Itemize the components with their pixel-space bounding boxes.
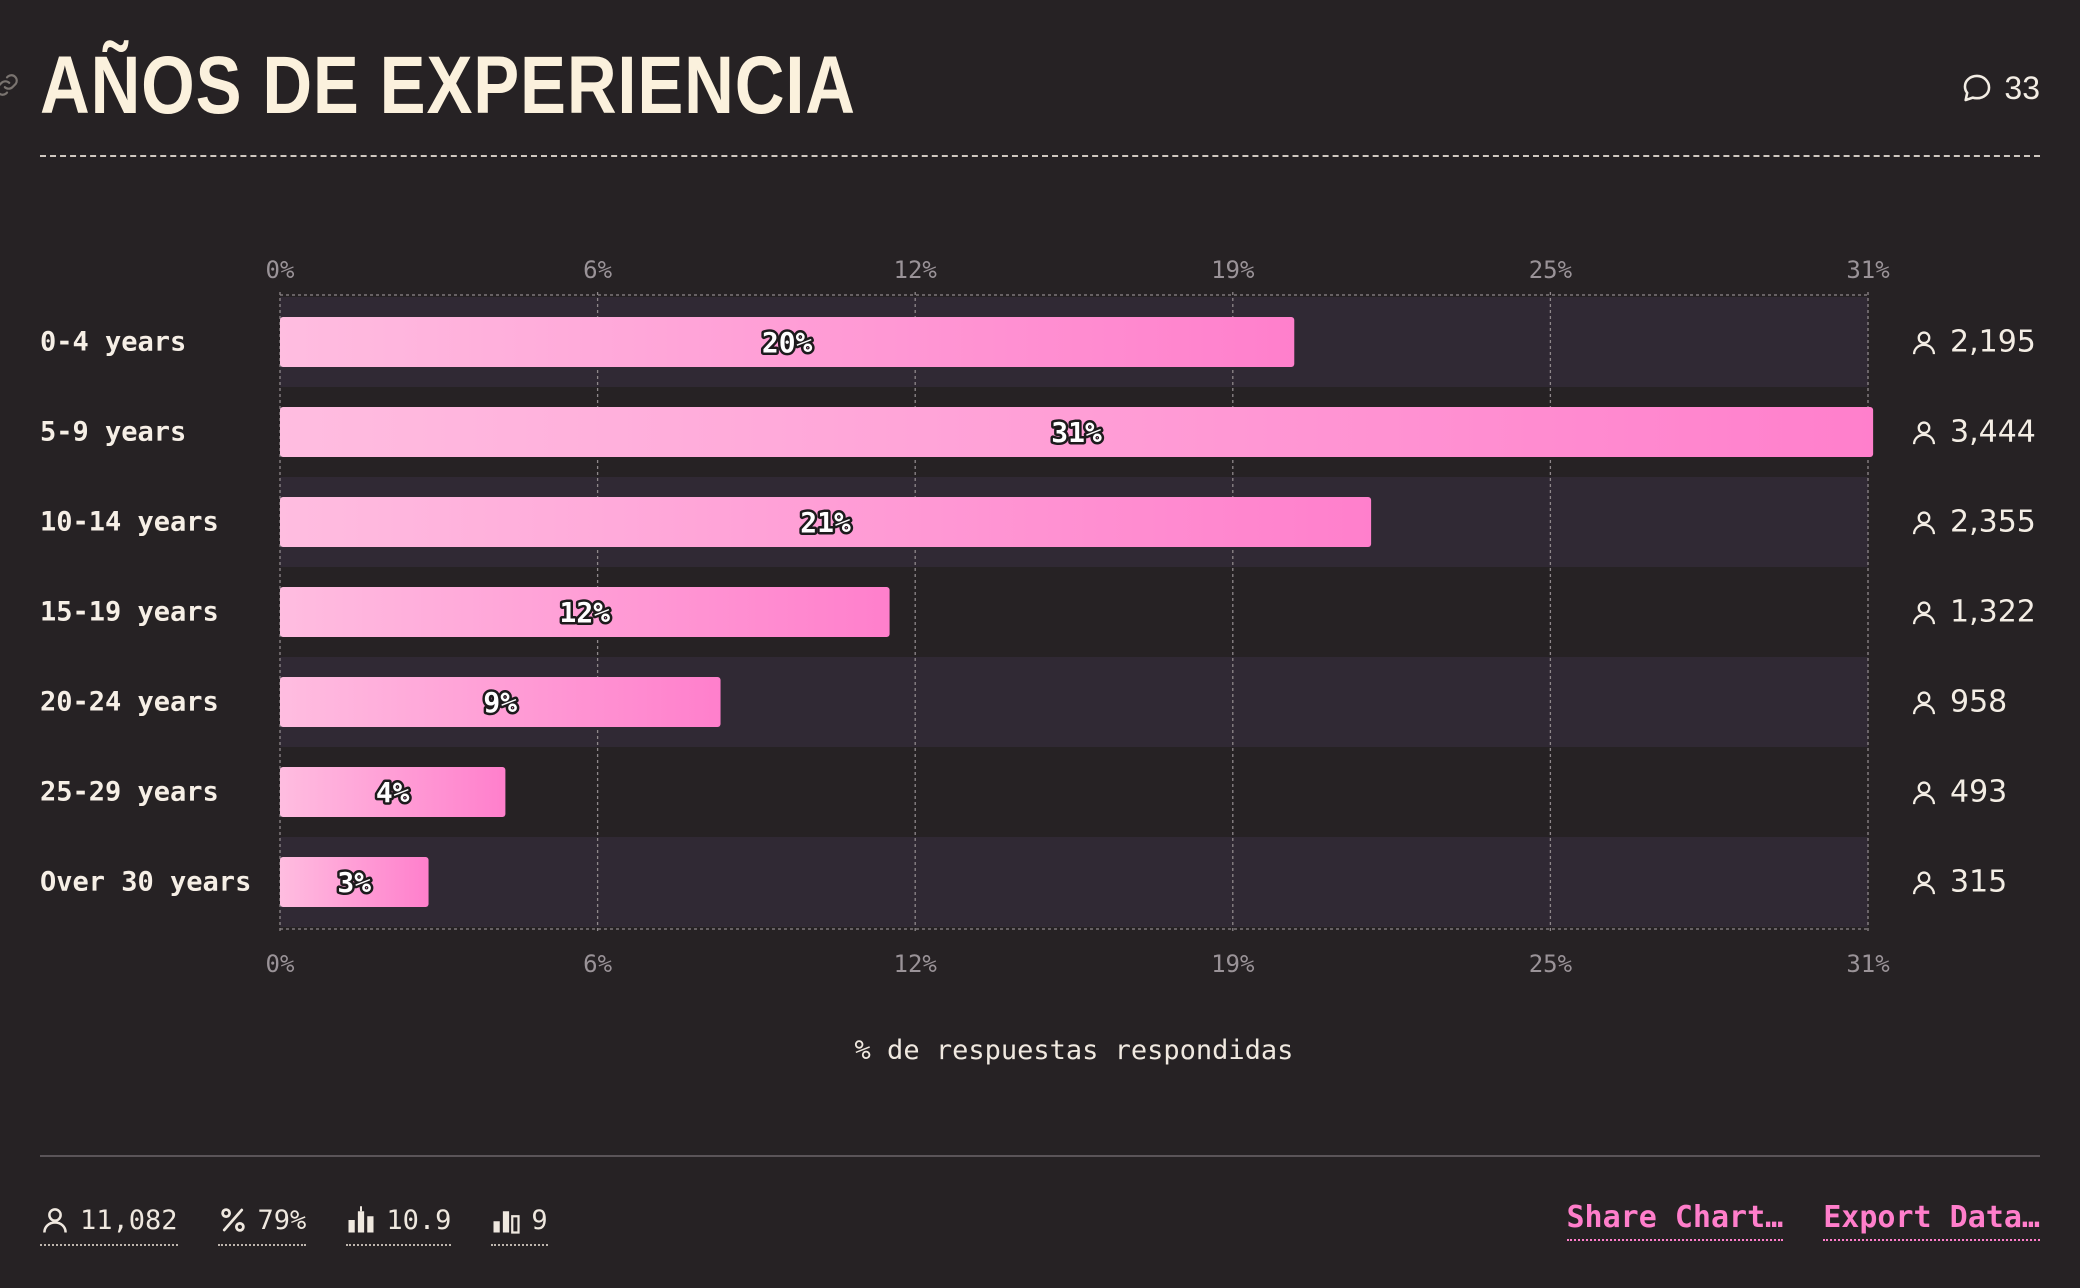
category-label: Over 30 years xyxy=(40,866,252,898)
link-icon[interactable] xyxy=(0,72,20,98)
bar-value-label: 21% xyxy=(800,506,851,539)
average-bars-icon xyxy=(348,1206,374,1233)
count-value: 958 xyxy=(1950,684,2008,720)
stat-options[interactable]: 9 xyxy=(491,1200,548,1246)
x-tick-label-bottom: 25% xyxy=(1529,950,1573,978)
bar-value-label: 4% xyxy=(376,776,410,809)
respondent-count: 493 xyxy=(1910,775,2007,810)
bar[interactable] xyxy=(280,497,1372,547)
category-label: 15-19 years xyxy=(40,596,219,628)
stat-value: 10.9 xyxy=(386,1204,452,1236)
bar-value-label: 3% xyxy=(337,866,371,899)
category-label: 0-4 years xyxy=(40,326,187,358)
x-tick-label-top: 12% xyxy=(894,256,938,284)
bar[interactable] xyxy=(280,677,721,727)
person-icon xyxy=(1912,420,1936,444)
x-tick-label-bottom: 12% xyxy=(894,950,938,978)
row-stripe xyxy=(280,837,1868,927)
title-divider xyxy=(40,155,2040,157)
stat-percent[interactable]: 79% xyxy=(217,1200,307,1246)
x-tick-label-top: 31% xyxy=(1846,256,1890,284)
x-tick-label-bottom: 19% xyxy=(1211,950,1255,978)
stat-value: 9 xyxy=(531,1204,548,1236)
category-label: 20-24 years xyxy=(40,686,219,718)
share-chart-button[interactable]: Share Chart… xyxy=(1566,1200,1784,1241)
person-icon xyxy=(1912,330,1936,354)
respondent-count: 315 xyxy=(1910,865,2007,900)
respondent-count: 1,322 xyxy=(1910,595,2036,630)
bar[interactable] xyxy=(280,407,1874,457)
comment-count: 33 xyxy=(2004,69,2040,106)
bar-value-label: 12% xyxy=(560,596,611,629)
stat-average[interactable]: 10.9 xyxy=(346,1200,452,1246)
person-icon xyxy=(43,1208,67,1233)
category-label: 10-14 years xyxy=(40,506,219,538)
person-icon xyxy=(1912,870,1936,894)
count-value: 3,444 xyxy=(1950,414,2036,450)
x-tick-label-bottom: 31% xyxy=(1846,950,1890,978)
stat-respondents[interactable]: 11,082 xyxy=(40,1200,178,1246)
bar[interactable] xyxy=(280,587,890,637)
stat-value: 11,082 xyxy=(80,1204,178,1236)
x-tick-label-top: 6% xyxy=(583,256,612,284)
respondent-count: 2,195 xyxy=(1910,325,2036,360)
bar[interactable] xyxy=(280,857,429,907)
count-value: 315 xyxy=(1950,864,2008,900)
percent-icon xyxy=(220,1208,245,1232)
x-tick-label-top: 19% xyxy=(1211,256,1255,284)
bar-value-label: 31% xyxy=(1051,416,1102,449)
x-tick-label-bottom: 6% xyxy=(583,950,612,978)
export-data-button[interactable]: Export Data… xyxy=(1823,1200,2040,1241)
bar-value-label: 20% xyxy=(762,326,813,359)
person-icon xyxy=(1912,690,1936,714)
respondent-count: 958 xyxy=(1910,685,2007,720)
x-axis-label: % de respuestas respondidas xyxy=(854,1035,1294,1066)
footer-divider xyxy=(40,1155,2040,1157)
chart-actions: Share Chart… Export Data… xyxy=(1566,1200,2040,1241)
x-tick-label-top: 0% xyxy=(266,256,295,284)
respondent-count: 2,355 xyxy=(1910,505,2036,540)
bars-icon xyxy=(493,1211,520,1234)
page-title: AÑOS DE EXPERIENCIA xyxy=(40,40,856,131)
person-icon xyxy=(1912,510,1936,534)
count-value: 2,355 xyxy=(1950,504,2036,540)
bar-value-label: 9% xyxy=(483,686,517,719)
x-tick-label-top: 25% xyxy=(1529,256,1573,284)
category-label: 5-9 years xyxy=(40,416,187,448)
x-tick-label-bottom: 0% xyxy=(266,950,295,978)
count-value: 493 xyxy=(1950,774,2008,810)
comment-icon xyxy=(1964,74,1991,102)
bar[interactable] xyxy=(280,317,1295,367)
count-value: 2,195 xyxy=(1950,324,2036,360)
bar[interactable] xyxy=(280,767,506,817)
footer-stats: 11,082 79% 10.9 9 xyxy=(40,1200,548,1246)
person-icon xyxy=(1912,780,1936,804)
comments-button[interactable]: 33 xyxy=(1960,66,2040,110)
person-icon xyxy=(1912,600,1936,624)
count-value: 1,322 xyxy=(1950,594,2036,630)
stat-value: 79% xyxy=(257,1204,307,1236)
category-label: 25-29 years xyxy=(40,776,219,808)
respondent-count: 3,444 xyxy=(1910,415,2036,450)
bar-chart: 20% 31% 21% 12% 9% 4% 3% 0% 0% 6% 6% 12% 12% 19% 19% 2… xyxy=(266,256,1891,978)
